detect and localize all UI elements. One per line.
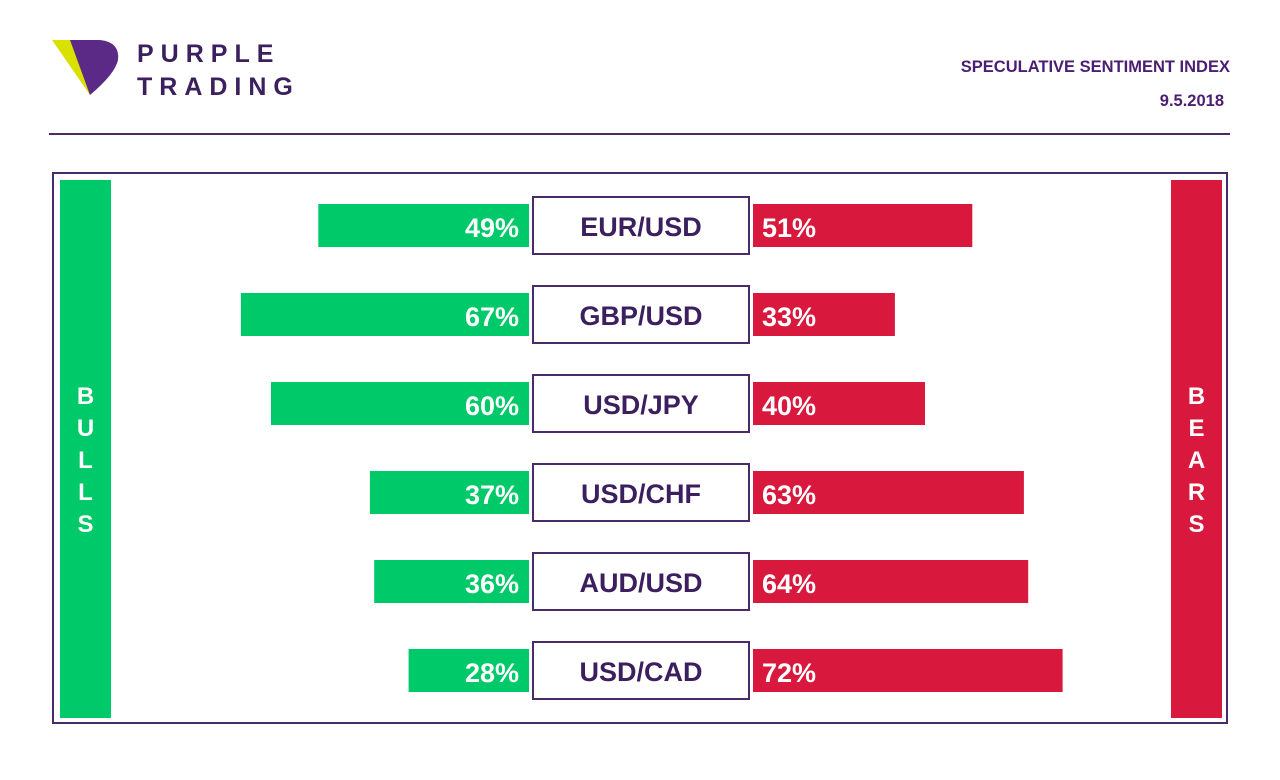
bears-label-letter: B [1187,383,1206,410]
pair-label: AUD/USD [579,568,702,598]
bears-value-label: 64% [762,569,816,599]
brand-name-line2: TRADING [137,73,300,101]
bears-label-letter: A [1187,447,1206,474]
bears-label-letter: S [1188,511,1205,538]
page-title: SPECULATIVE SENTIMENT INDEX [960,58,1230,76]
bulls-bar [408,649,529,692]
bulls-label-letter: U [76,415,95,442]
header-divider [49,133,1230,135]
pair-box [532,463,750,522]
bears-value-label: 51% [762,213,816,243]
bears-bar [753,293,895,336]
pair-box [532,641,750,700]
bulls-value-label: 37% [465,480,519,510]
bulls-label-letter: L [78,447,93,474]
bulls-value-label: 60% [465,391,519,421]
pair-label: USD/JPY [583,390,699,420]
bears-bar [753,560,1029,603]
pair-label: USD/CAD [579,657,702,687]
report-date: 9.5.2018 [1159,92,1224,110]
bears-bar [753,649,1063,692]
bulls-value-label: 67% [465,302,519,332]
pair-label: USD/CHF [581,479,701,509]
bulls-bar [271,382,529,425]
bulls-label-letter: L [78,479,93,506]
bears-bar [753,382,925,425]
bears-value-label: 72% [762,658,816,688]
bulls-value-label: 49% [465,213,519,243]
bears-bar [753,471,1024,514]
bears-label-letter: E [1188,415,1205,442]
bulls-label-letter: S [77,511,94,538]
bulls-bar [240,293,529,336]
pair-box [532,285,750,344]
bears-value-label: 40% [762,391,816,421]
purple-trading-logo-icon [52,40,119,95]
bulls-value-label: 36% [465,569,519,599]
bulls-bar [318,204,529,247]
bulls-bar [374,560,529,603]
pair-box [532,374,750,433]
bears-value-label: 63% [762,480,816,510]
pair-label: GBP/USD [579,301,702,331]
bears-label-letter: R [1187,479,1206,506]
bears-bar [753,204,973,247]
pair-label: EUR/USD [580,212,702,242]
pair-box [532,552,750,611]
brand-name-line1: PURPLE [137,40,281,68]
pair-box [532,196,750,255]
bears-value-label: 33% [762,302,816,332]
bulls-bar [369,471,529,514]
chart-frame [52,172,1228,724]
bulls-value-label: 28% [465,658,519,688]
bulls-label-letter: B [76,383,95,410]
